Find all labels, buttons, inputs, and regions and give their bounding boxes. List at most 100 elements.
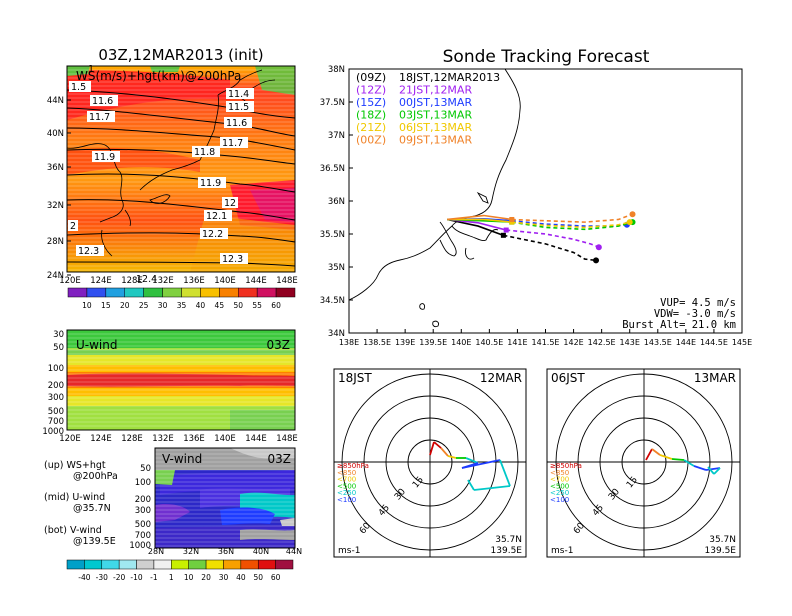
contour-label-bg xyxy=(222,197,238,208)
contour-label-bg xyxy=(204,210,232,221)
ws-colorbar-swatch xyxy=(105,287,126,298)
contour-label-bg xyxy=(134,273,162,284)
map-lat-tick: 28N xyxy=(47,237,64,247)
track-ascent xyxy=(447,218,504,237)
tracking-lat-ticks: 38N 37.5N 37N 36.5N 36N 35.5N 35N 34.5N 34N xyxy=(320,65,353,339)
tracking-lon-tick: 145E xyxy=(732,338,752,347)
contour-label: 11.9 xyxy=(200,178,221,189)
wind-colorbar-label: 10 xyxy=(184,573,194,582)
u-wind-level: 300 xyxy=(48,393,64,403)
ws-colorbar-swatch xyxy=(275,287,296,298)
ws-colorbar-swatch xyxy=(238,287,258,298)
contour-label: 11.9 xyxy=(94,152,115,163)
wind-colorbar-label: -10 xyxy=(130,573,142,582)
hodographs: 18JST 12MAR15304560≥850hPa<850<700<500<25… xyxy=(333,368,741,558)
contour-label-bg xyxy=(192,146,220,157)
tracking-lon-tick: 144.5E xyxy=(700,338,728,347)
contour-label-bg xyxy=(76,245,104,256)
contour-label: 12.3 xyxy=(222,254,243,265)
contour-label-bg xyxy=(200,228,228,239)
contour-label: 11.8 xyxy=(194,147,215,158)
hodograph-level-label: <700 xyxy=(337,476,356,484)
tracking-title: Sonde Tracking Forecast xyxy=(443,47,650,67)
hodograph-level-label: <500 xyxy=(550,482,569,490)
u-wind-lon-tick: 128E xyxy=(121,434,143,444)
tracking-lon-tick: 138.5E xyxy=(363,338,391,347)
tracking-lat-tick: 34.5N xyxy=(320,296,345,306)
map-lon-tick: 140E xyxy=(214,276,236,286)
wind-colorbar-label: -40 xyxy=(78,573,90,582)
burst-marker xyxy=(509,219,515,225)
v-wind-level: 100 xyxy=(135,478,151,488)
u-wind-title: U-wind xyxy=(76,338,117,352)
tracking-lat-tick: 36.5N xyxy=(320,164,345,174)
landing-point xyxy=(595,244,602,251)
map-lon-ticks: 120E 124E 128E 132E 136E 140E 144E 148E xyxy=(59,276,298,286)
tracking-lon-tick: 142E xyxy=(563,338,583,347)
tracking-lat-tick: 37.5N xyxy=(320,98,345,108)
ws-colorbar-swatch xyxy=(200,287,220,298)
hodograph-ring-label: 60 xyxy=(358,521,373,536)
track-descent xyxy=(503,234,597,262)
contour-label-bg xyxy=(220,137,248,148)
hodograph-level-label: <500 xyxy=(337,482,356,490)
hodograph-level-label: <100 xyxy=(550,496,569,504)
u-wind-level: 50 xyxy=(53,343,64,353)
hodograph-segment xyxy=(447,455,457,459)
wind-colorbar-swatch xyxy=(84,559,103,570)
contour-labels: 11.411.511.611.711.811.91212.112.212.312… xyxy=(68,64,254,285)
wind-colorbar-swatch xyxy=(136,559,155,570)
hodograph-lat: 35.7N xyxy=(709,535,736,545)
launch-utc: (09Z) xyxy=(356,71,386,84)
ws-colorbar-swatch xyxy=(162,287,182,298)
hodograph-segment xyxy=(707,466,715,475)
tracking-lat-tick: 36N xyxy=(328,197,345,207)
map-lat-ticks: 44N 40N 36N 32N 28N 24N xyxy=(47,96,71,281)
contour-label: 11.4 xyxy=(228,89,249,100)
ws-colorbar-label: 20 xyxy=(120,301,130,310)
ws-colorbar-label: 15 xyxy=(101,301,111,310)
ws-colorbar-swatch xyxy=(67,287,88,298)
landing-point xyxy=(629,211,636,218)
map-lon-tick: 144E xyxy=(245,276,267,286)
contour-label: 11.6 xyxy=(226,118,247,129)
burst-alt-label: Burst Alt= 21.0 km xyxy=(622,319,736,331)
u-wind-time: 03Z xyxy=(267,338,291,352)
hodograph-segment xyxy=(705,467,721,471)
wind-colorbar-label: 30 xyxy=(219,573,229,582)
v-wind-lat-tick: 32N xyxy=(183,547,199,556)
ws-colorbar: 10 15 20 25 30 35 40 45 50 55 60 xyxy=(67,287,296,310)
hodograph-1 xyxy=(334,369,526,557)
wind-colorbar: -40 -30 -20 -10 -1 1 10 20 30 40 50 60 xyxy=(66,559,294,582)
map-lon-tick: 128E xyxy=(121,276,143,286)
vup-label: VUP= 4.5 m/s xyxy=(660,297,736,309)
u-wind-level: 200 xyxy=(48,381,64,391)
hodograph-segment xyxy=(645,448,653,461)
contour-label-bg xyxy=(68,220,78,231)
tracking-lat-tick: 37N xyxy=(328,131,345,141)
hodograph-units: ms-1 xyxy=(338,546,360,556)
v-wind-level: 700 xyxy=(135,531,151,541)
hodograph-level-label: <250 xyxy=(550,489,569,497)
contour-label-bg xyxy=(90,95,118,106)
left-title: 03Z,12MAR2013 (init) xyxy=(98,46,263,64)
wind-colorbar-swatch xyxy=(101,559,120,570)
track-ascent xyxy=(447,218,512,223)
wind-colorbar-label: -30 xyxy=(96,573,108,582)
hodograph-level-label: <850 xyxy=(337,469,356,477)
tracking-lon-tick: 144E xyxy=(676,338,696,347)
u-wind-lon-tick: 120E xyxy=(59,434,81,444)
v-wind-level: 1000 xyxy=(129,541,151,551)
map-label: WS(m/s)+hgt(km)@200hPa xyxy=(76,69,241,83)
hodograph-level-label: <100 xyxy=(337,496,356,504)
ws-colorbar-label: 25 xyxy=(139,301,149,310)
tracking-lon-tick: 143.5E xyxy=(644,338,672,347)
contour-label: 12.3 xyxy=(78,246,99,257)
hodograph-level-label: <850 xyxy=(550,469,569,477)
contour-label: 11.5 xyxy=(228,102,249,113)
hodograph-lat: 35.7N xyxy=(495,535,522,545)
burst-marker xyxy=(509,216,515,222)
contour-label-bg xyxy=(87,111,115,122)
